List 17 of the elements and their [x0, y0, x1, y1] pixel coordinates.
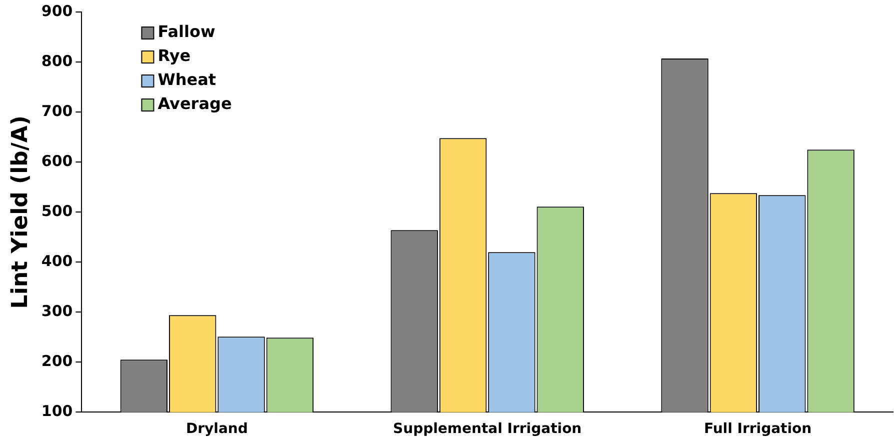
y-tick-label: 300 — [41, 302, 73, 320]
y-tick-label: 600 — [41, 152, 73, 170]
y-tick-label: 900 — [41, 2, 73, 20]
y-tick-label: 500 — [41, 202, 73, 220]
y-tick-label: 800 — [41, 52, 73, 70]
x-tick-label: Dryland — [186, 421, 248, 438]
y-axis-title: Lint Yield (lb/A) — [8, 116, 33, 309]
y-tick-label: 200 — [41, 352, 73, 370]
y-tick-label: 100 — [41, 402, 73, 420]
x-tick-label: Full Irrigation — [704, 421, 812, 438]
legend-label: Rye — [158, 46, 191, 66]
legend-label: Average — [158, 94, 232, 114]
y-tick-label: 400 — [41, 252, 73, 270]
legend-label: Fallow — [158, 22, 216, 42]
x-tick-label: Supplemental Irrigation — [393, 421, 582, 438]
legend-label: Wheat — [158, 70, 216, 90]
y-tick-label: 700 — [41, 102, 73, 120]
